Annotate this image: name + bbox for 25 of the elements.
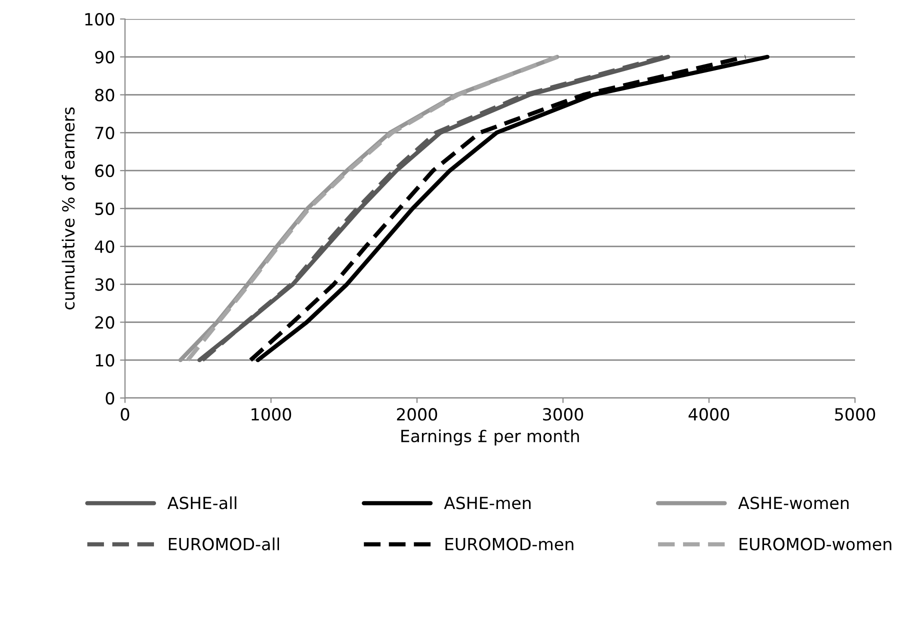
- legend-label: EUROMOD-men: [446, 538, 574, 550]
- y-axis-title: cumulative % of earners: [62, 107, 75, 310]
- y-tick-label: 100: [85, 12, 114, 26]
- y-tick-label: 50: [95, 202, 114, 216]
- y-tick-label: 30: [95, 278, 114, 291]
- x-tick-label: 2000: [397, 408, 438, 421]
- legend-label: ASHE-men: [444, 496, 531, 510]
- y-tick-label: 40: [94, 240, 114, 253]
- y-tick-label: 80: [95, 88, 114, 102]
- y-tick-label: 20: [95, 316, 114, 329]
- x-tick-label: 4000: [688, 408, 730, 421]
- x-axis-title: Earnings £ per month: [401, 429, 579, 446]
- y-tick-label: 10: [96, 354, 114, 367]
- x-tick-label: 1000: [252, 408, 292, 421]
- y-tick-label: 60: [95, 164, 114, 178]
- y-tick-label: 90: [95, 50, 114, 64]
- x-tick-label: 3000: [543, 408, 584, 421]
- y-tick-label: 0: [106, 392, 114, 405]
- x-tick-label: 0: [120, 408, 130, 421]
- x-tick-label: 5000: [835, 408, 876, 421]
- legend-label: EUROMOD-women: [740, 538, 892, 550]
- legend-label: ASHE-all: [167, 496, 236, 510]
- legend-label: EUROMOD-all: [168, 538, 279, 550]
- legend-label: ASHE-women: [738, 496, 849, 510]
- y-tick-label: 70: [95, 126, 114, 140]
